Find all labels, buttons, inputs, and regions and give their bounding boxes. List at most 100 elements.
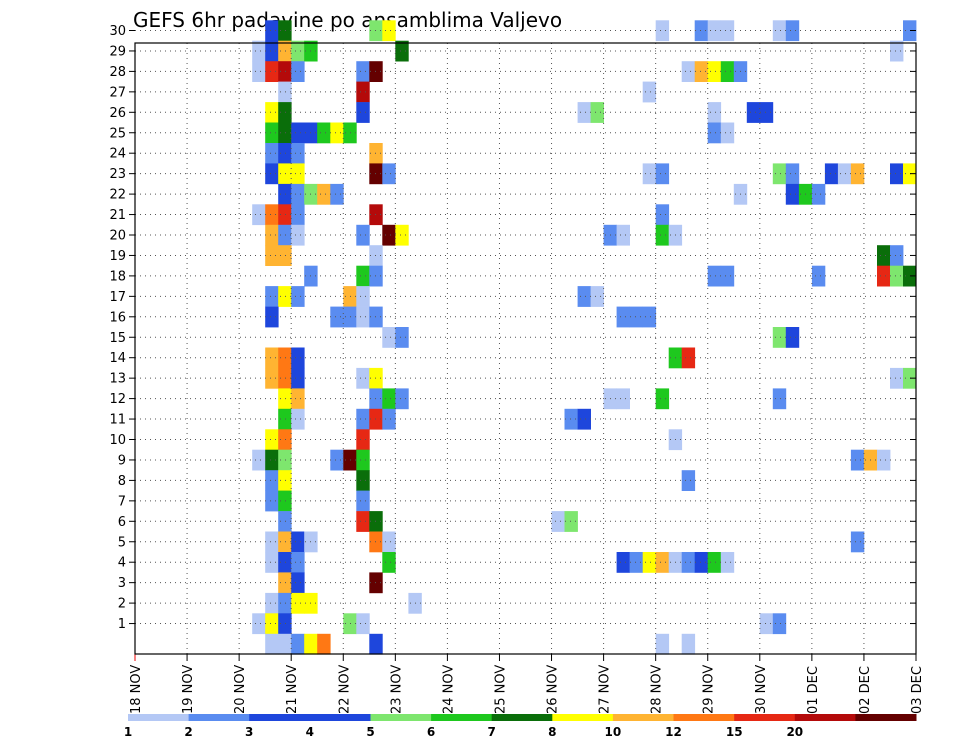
heatmap-cell [681, 633, 696, 655]
heatmap-cell [356, 102, 370, 123]
colorbar-swatch [794, 714, 856, 721]
heatmap-cell [642, 163, 657, 185]
y-tick-label: 23 [109, 167, 126, 182]
heatmap-cell [356, 511, 370, 532]
heatmap-cell [291, 183, 305, 205]
heatmap-cell [890, 265, 904, 287]
heatmap-cell [291, 572, 305, 594]
heatmap-cell [265, 286, 279, 307]
heatmap-cell [382, 224, 396, 246]
heatmap-cell [395, 327, 409, 348]
colorbar-swatch [431, 714, 493, 721]
y-tick-label: 19 [109, 249, 126, 264]
heatmap-cell [720, 20, 735, 42]
heatmap-cell [356, 286, 370, 307]
heatmap-cell [616, 224, 630, 246]
heatmap-cell [330, 122, 344, 144]
heatmap-cell [642, 552, 657, 573]
heatmap-cell [395, 40, 409, 62]
colorbar-label: 1 [124, 725, 132, 739]
heatmap-cell [564, 408, 578, 430]
colorbar-swatch [734, 714, 796, 721]
heatmap-cell [707, 102, 722, 123]
heatmap-cell [382, 552, 396, 573]
x-tick-label: 26 NOV [546, 665, 561, 714]
heatmap-cell [681, 61, 696, 82]
y-tick-label: 21 [109, 208, 126, 223]
heatmap-cell [629, 306, 643, 328]
heatmap-cell [252, 40, 266, 62]
heatmap-cell [291, 40, 305, 62]
heatmap-cell [890, 40, 904, 62]
heatmap-cell [278, 592, 292, 614]
heatmap-cell [278, 470, 292, 491]
heatmap-cell [694, 552, 709, 573]
chart-title: GEFS 6hr padavine po ansamblima Valjevo [133, 8, 562, 32]
y-tick-label: 9 [118, 453, 126, 468]
colorbar-swatch [249, 714, 311, 721]
heatmap-cell [278, 20, 292, 42]
heatmap-cell [356, 306, 370, 328]
colorbar-label: 3 [245, 725, 253, 739]
y-tick-label: 11 [109, 413, 126, 428]
heatmap-cell [720, 552, 735, 573]
colorbar-label: 4 [306, 725, 314, 739]
colorbar-swatch [612, 714, 674, 721]
heatmap-cell [356, 265, 370, 287]
heatmap-cell [291, 163, 305, 185]
heatmap-cell [291, 204, 305, 226]
x-tick-label: 30 NOV [754, 665, 769, 714]
heatmap-cell [278, 613, 292, 635]
colorbar-label: 6 [427, 725, 435, 739]
y-tick-label: 26 [109, 106, 126, 121]
heatmap-cell [655, 224, 670, 246]
heatmap-cell [903, 163, 917, 185]
y-tick-label: 16 [109, 310, 126, 325]
heatmap-cell [278, 347, 292, 369]
colorbar-swatch [855, 714, 917, 721]
heatmap-cell [265, 592, 279, 614]
heatmap-cell [785, 163, 800, 185]
colorbar-swatch [673, 714, 735, 721]
heatmap-cell [577, 102, 591, 123]
heatmap-cell [681, 347, 696, 369]
y-tick-label: 6 [118, 515, 126, 530]
heatmap-cell [356, 470, 370, 491]
heatmap-cell [824, 163, 839, 185]
heatmap-cell [903, 20, 917, 42]
heatmap-cell [356, 81, 370, 103]
heatmap-cell [720, 122, 735, 144]
heatmap-cell [278, 224, 292, 246]
heatmap-cell [877, 245, 891, 266]
heatmap-cell [291, 367, 305, 389]
heatmap-cell [278, 511, 292, 532]
heatmap-cell [720, 265, 735, 287]
heatmap-cell [278, 490, 292, 512]
y-tick-label: 27 [109, 85, 126, 100]
x-tick-label: 29 NOV [702, 665, 717, 714]
heatmap-cell [785, 183, 800, 205]
y-axis: 1234567891011121314151617181920212223242… [109, 24, 916, 632]
heatmap-cell [890, 367, 904, 389]
heatmap-cell [356, 61, 370, 82]
heatmap-cell [265, 122, 279, 144]
heatmap-cell [564, 511, 578, 532]
heatmap-cell [278, 552, 292, 573]
heatmap-cell [291, 61, 305, 82]
heatmap-cell [903, 367, 917, 389]
heatmap-cell [772, 613, 787, 635]
x-tick-label: 25 NOV [494, 665, 509, 714]
heatmap-cell [291, 122, 305, 144]
y-tick-label: 8 [118, 474, 126, 489]
heatmap-cell [850, 531, 865, 553]
colorbar-label: 7 [488, 725, 496, 739]
heatmap-cell [265, 224, 279, 246]
heatmap-cell [278, 408, 292, 430]
heatmap-cell [252, 449, 266, 471]
heatmap-cell [291, 592, 305, 614]
colorbar-label: 5 [366, 725, 374, 739]
heatmap-cell [278, 204, 292, 226]
heatmap-cell [772, 20, 787, 42]
x-tick-label: 02 DEC [858, 666, 873, 714]
heatmap-cell [252, 613, 266, 635]
